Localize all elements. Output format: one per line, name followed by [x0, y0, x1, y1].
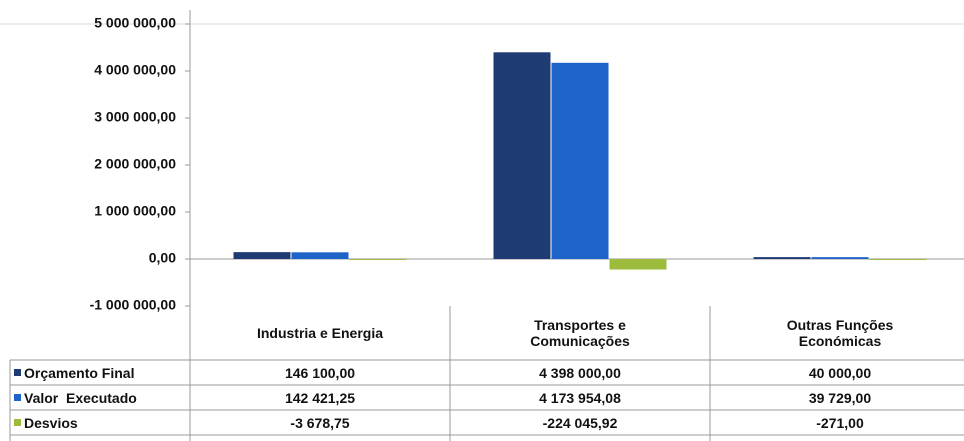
bar — [291, 252, 349, 259]
category-label: Industria e Energia — [256, 325, 384, 341]
value-cell: 146 100,00 — [284, 364, 356, 381]
y-tick-label: 5 000 000,00 — [94, 15, 176, 31]
legend-label: Desvios — [24, 414, 78, 431]
bar — [753, 257, 811, 259]
value-cell: 4 173 954,08 — [539, 389, 621, 406]
bar — [811, 257, 869, 259]
bar — [493, 52, 551, 259]
category-label: Transportes e Comunicações — [530, 317, 630, 349]
legend-entry: Orçamento Final — [10, 360, 190, 385]
legend-entry: Valor Executado — [10, 385, 190, 410]
bar — [869, 259, 927, 260]
value-cell: -3 678,75 — [290, 414, 350, 431]
bar — [233, 252, 291, 259]
bar — [551, 62, 609, 259]
legend-label: Valor Executado — [24, 389, 137, 406]
bar — [349, 259, 407, 260]
y-tick-label: 4 000 000,00 — [94, 62, 176, 78]
legend-swatch — [14, 394, 21, 401]
value-cell: 142 421,25 — [284, 389, 356, 406]
bar — [609, 259, 667, 270]
value-cell: -271,00 — [816, 414, 864, 431]
value-cell: 39 729,00 — [808, 389, 872, 406]
legend-entry: Desvios — [10, 410, 190, 435]
legend-label: Orçamento Final — [24, 364, 135, 381]
y-tick-label: 2 000 000,00 — [94, 156, 176, 172]
legend-swatch — [14, 369, 21, 376]
value-cell: 4 398 000,00 — [539, 364, 621, 381]
value-cell: 40 000,00 — [808, 364, 872, 381]
y-tick-label: 3 000 000,00 — [94, 109, 176, 125]
y-tick-label: 0,00 — [149, 250, 176, 266]
y-tick-label: -1 000 000,00 — [90, 297, 177, 313]
legend-swatch — [14, 419, 21, 426]
category-label: Outras Funções Económicas — [786, 317, 894, 349]
value-cell: -224 045,92 — [542, 414, 618, 431]
y-tick-label: 1 000 000,00 — [94, 203, 176, 219]
